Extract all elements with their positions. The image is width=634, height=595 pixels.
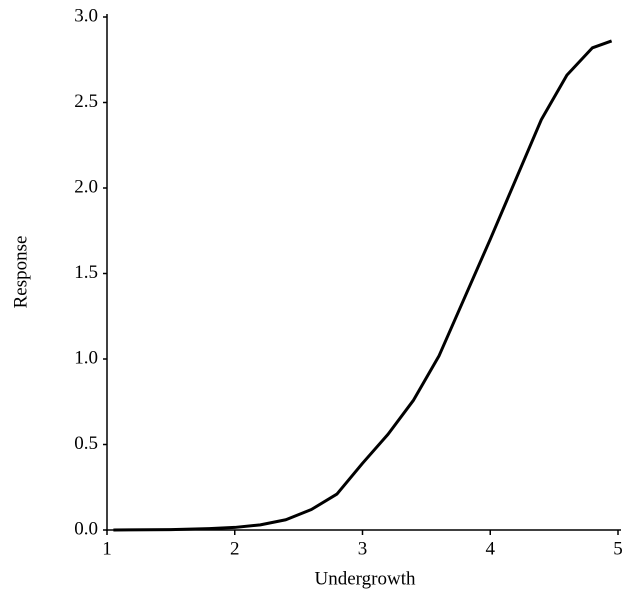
y-tick-label: 2.5 bbox=[74, 91, 98, 112]
y-tick-label: 1.5 bbox=[74, 262, 98, 283]
y-tick-label: 3.0 bbox=[74, 5, 98, 26]
y-tick-label: 0.0 bbox=[74, 518, 98, 539]
y-tick-label: 2.0 bbox=[74, 176, 98, 197]
y-axis-label: Response bbox=[10, 236, 31, 309]
line bbox=[113, 39, 613, 532]
x-tick-label: 1 bbox=[102, 538, 112, 559]
y-tick-label: 0.5 bbox=[74, 433, 98, 454]
x-axis-label: Undergrowth bbox=[315, 568, 416, 589]
x-tick-label: 5 bbox=[613, 538, 623, 559]
y-tick-label: 1.0 bbox=[74, 347, 98, 368]
x-tick-label: 3 bbox=[358, 538, 368, 559]
x-tick-label: 4 bbox=[486, 538, 496, 559]
x-tick-label: 2 bbox=[230, 538, 240, 559]
